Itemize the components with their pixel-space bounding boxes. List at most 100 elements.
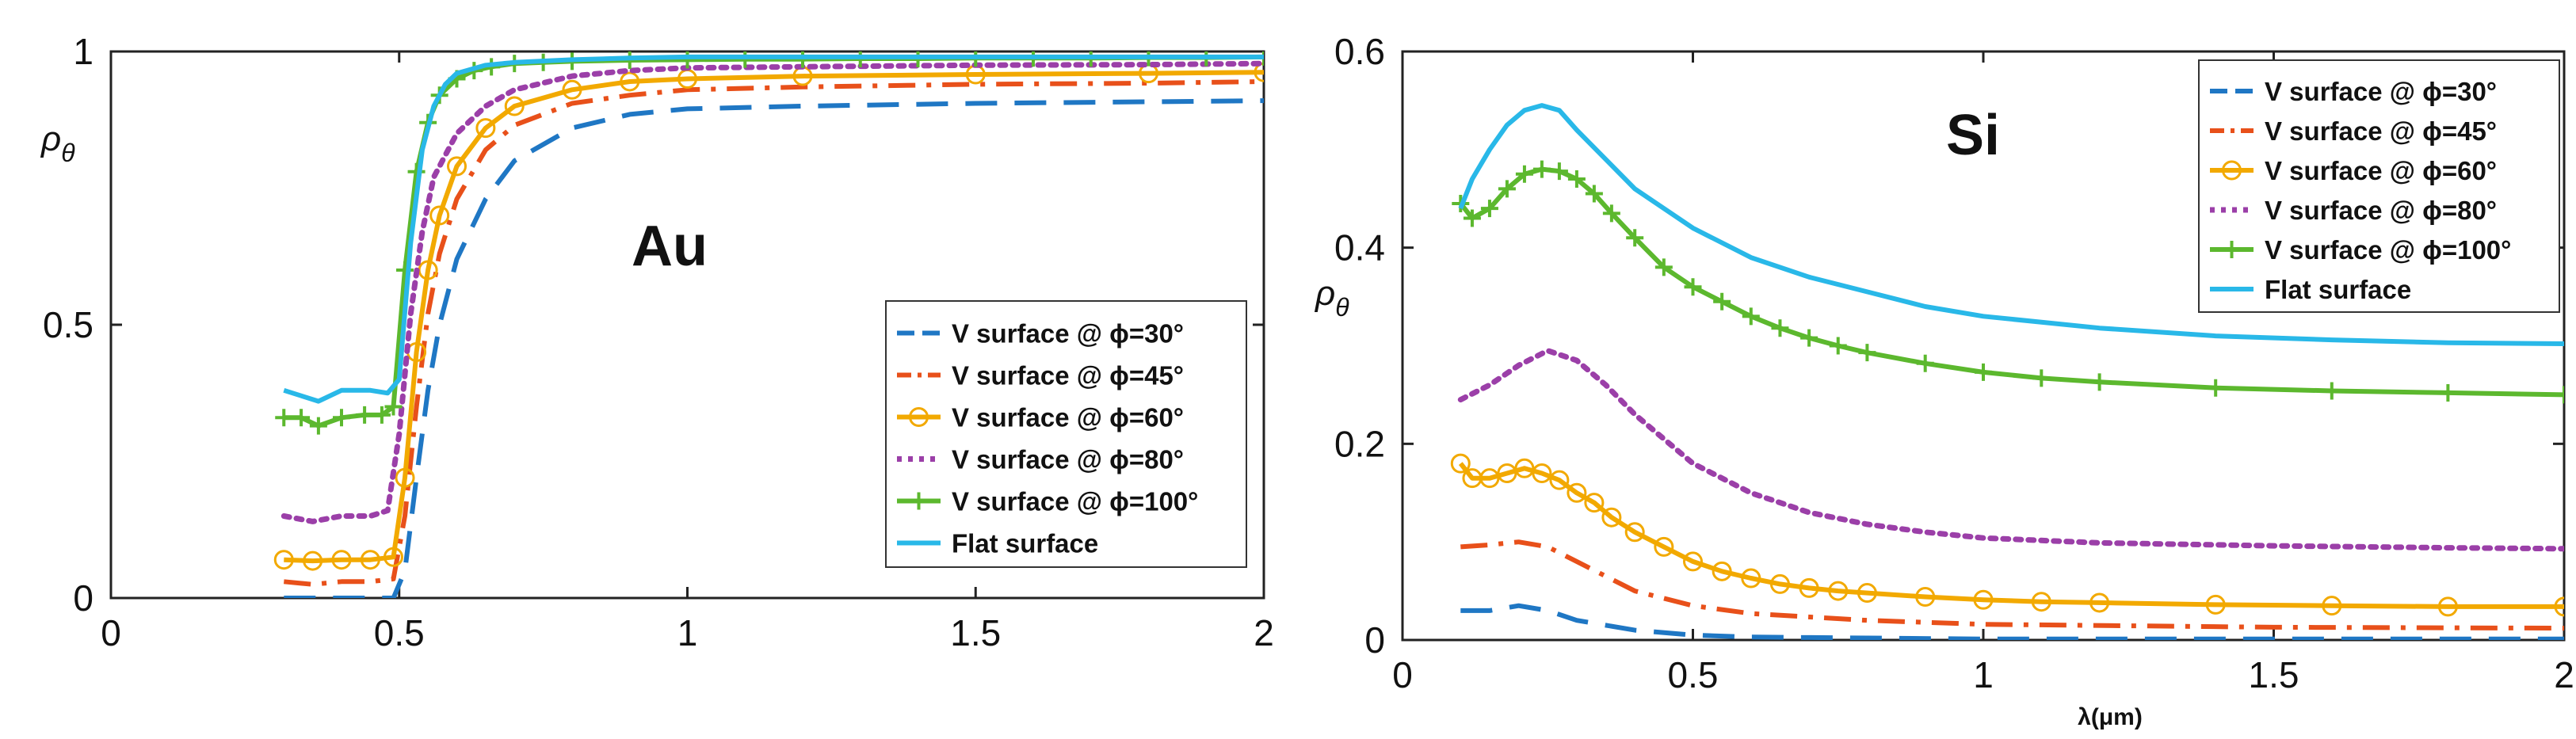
series-group — [273, 51, 1264, 598]
data-point-v60 — [1915, 587, 1936, 608]
data-point-v100 — [1515, 165, 1533, 183]
data-point-v100 — [1498, 180, 1516, 198]
data-point-v100 — [333, 409, 350, 427]
legend-box — [2198, 59, 2560, 313]
legend-label-v80: V surface @ ϕ=80° — [2265, 196, 2497, 225]
data-point-v60 — [1567, 482, 1587, 503]
series-line-v30 — [284, 98, 1264, 598]
data-point-v60 — [395, 467, 415, 488]
data-point-v100 — [1532, 160, 1551, 178]
data-point-v60 — [1532, 463, 1552, 483]
legend-label-v30: V surface @ ϕ=30° — [2265, 77, 2497, 106]
x-tick-label: 1 — [1973, 654, 1994, 695]
legend-marker-v60 — [909, 407, 929, 427]
data-point-v60 — [2554, 596, 2564, 617]
data-point-v60 — [1497, 463, 1517, 483]
x-tick-label: 0.5 — [1668, 654, 1719, 695]
data-point-v60 — [273, 550, 294, 570]
data-point-v100 — [1567, 170, 1586, 188]
data-point-v60 — [331, 550, 352, 570]
data-point-v100 — [1800, 329, 1818, 347]
data-point-v100 — [1771, 319, 1789, 337]
y-axis-label-main: ρ — [40, 120, 61, 158]
x-tick-label: 1.5 — [950, 612, 1001, 653]
y-tick-label: 0.2 — [1334, 423, 1385, 464]
legend-label-v45: V surface @ ϕ=45° — [952, 361, 1184, 390]
y-tick-label: 1 — [73, 31, 93, 72]
data-point-v60 — [1254, 62, 1264, 82]
data-point-v100 — [292, 409, 311, 427]
data-point-v60 — [1601, 507, 1622, 528]
legend-label-flat: Flat surface — [952, 529, 1098, 558]
data-point-v60 — [360, 550, 380, 570]
data-point-v100 — [2032, 369, 2051, 387]
series-line-flat — [283, 54, 1264, 404]
y-tick-label: 0.5 — [43, 304, 93, 345]
data-point-v60 — [1683, 551, 1703, 572]
data-point-v60 — [303, 550, 323, 571]
data-point-v60 — [1799, 577, 1819, 598]
y-axis-label-main: ρ — [1314, 274, 1335, 313]
y-axis-label: ρθ — [40, 120, 75, 167]
legend-label-v100: V surface @ ϕ=100° — [952, 487, 1198, 516]
data-point-v60 — [1712, 561, 1732, 581]
y-tick-label: 0.4 — [1334, 227, 1385, 269]
y-tick-label: 0 — [73, 577, 93, 619]
data-point-v60 — [1479, 468, 1500, 489]
data-point-v100 — [309, 417, 327, 435]
material-label: Au — [632, 215, 708, 278]
legend-label-v60: V surface @ ϕ=60° — [2265, 156, 2497, 185]
data-point-v100 — [1602, 204, 1620, 223]
legend: V surface @ ϕ=30° V surface @ ϕ=45° V surf… — [2198, 59, 2560, 313]
data-point-v60 — [1514, 458, 1535, 478]
data-point-v60 — [1828, 581, 1849, 601]
data-point-v60 — [620, 71, 640, 92]
data-point-v60 — [1549, 470, 1570, 490]
data-point-v100 — [1626, 229, 1644, 247]
legend-label-v30: V surface @ ϕ=30° — [952, 319, 1184, 349]
data-point-v60 — [447, 156, 467, 177]
legend-marker-v60 — [2222, 160, 2242, 181]
data-point-v100 — [1858, 344, 1876, 362]
data-point-v100 — [2090, 373, 2109, 391]
data-point-v60 — [504, 96, 525, 116]
series-line-v45 — [284, 79, 1264, 587]
data-point-v100 — [356, 406, 374, 424]
data-point-v100 — [2439, 383, 2457, 402]
data-point-v100 — [1975, 363, 1992, 381]
data-point-v60 — [2031, 592, 2051, 612]
series-line-v60 — [1458, 462, 2564, 609]
legend-label-v45: V surface @ ϕ=45° — [2265, 116, 2497, 146]
series-line-v80 — [1457, 348, 2564, 552]
data-point-v60 — [1450, 453, 1471, 474]
series-group — [1450, 103, 2564, 640]
data-point-v100 — [372, 406, 391, 424]
x-tick-label: 0.5 — [374, 612, 425, 653]
x-tick-label: 0 — [1392, 654, 1413, 695]
x-tick-label: 1.5 — [2249, 654, 2299, 695]
data-point-v60 — [562, 79, 582, 100]
series-line-v60 — [284, 70, 1264, 564]
legend-label-v60: V surface @ ϕ=60° — [952, 403, 1184, 432]
data-point-v100 — [384, 398, 403, 416]
series-line-v45 — [1460, 539, 2564, 631]
data-point-v100 — [2555, 386, 2564, 404]
data-point-v100 — [1463, 209, 1481, 227]
data-point-v100 — [1654, 258, 1673, 276]
data-point-v100 — [1585, 185, 1603, 203]
data-point-v60 — [2205, 594, 2226, 615]
x-tick-label: 0 — [101, 612, 121, 653]
y-tick-label: 0 — [1364, 619, 1385, 661]
data-point-v60 — [1741, 568, 1761, 589]
legend-marker-v100 — [910, 492, 928, 510]
data-point-v60 — [2437, 596, 2458, 617]
data-point-v100 — [2322, 382, 2341, 400]
data-point-v100 — [1713, 292, 1731, 310]
data-point-v100 — [2207, 379, 2225, 397]
material-label: Si — [1946, 104, 2000, 167]
data-point-v60 — [475, 118, 496, 139]
data-point-v60 — [1769, 573, 1790, 594]
